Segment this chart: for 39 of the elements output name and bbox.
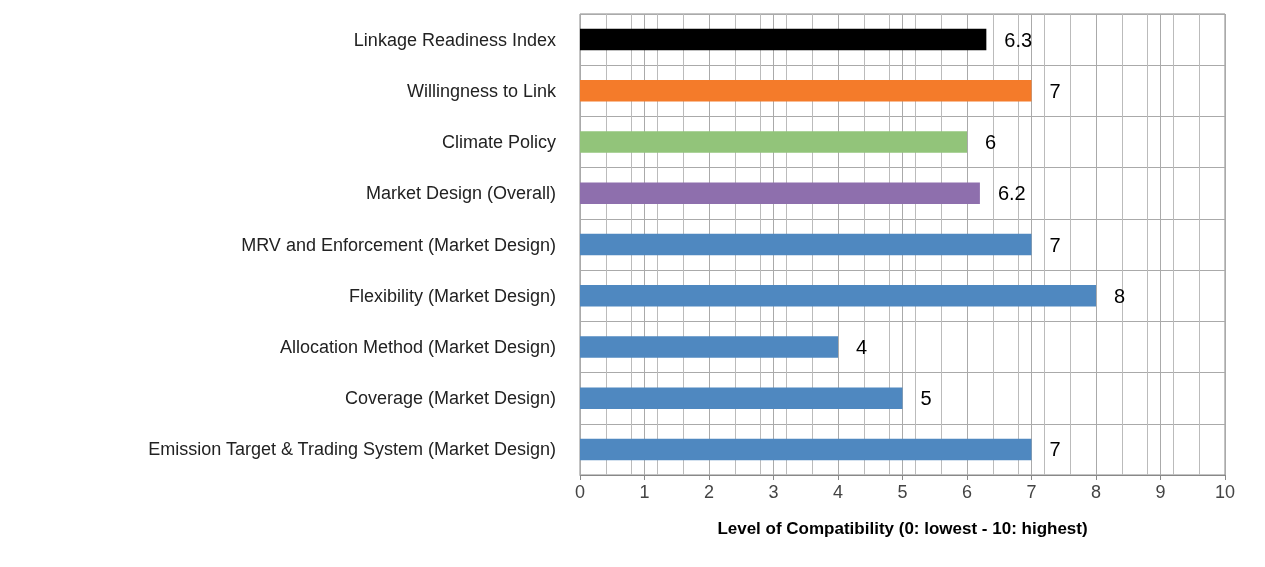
y-tick-label: Market Design (Overall) xyxy=(365,183,556,204)
y-tick-label: Linkage Readiness Index xyxy=(353,29,556,50)
y-tick-label: Emission Target & Trading System (Market Design) xyxy=(148,439,556,460)
y-tick-label: Willingness to Link xyxy=(406,80,557,101)
x-tick-label: 9 xyxy=(1155,482,1166,502)
data-label: 8 xyxy=(1114,284,1126,307)
bar xyxy=(580,233,1032,256)
y-tick-label: Coverage (Market Design) xyxy=(344,388,556,409)
bar xyxy=(580,438,1032,461)
bar xyxy=(580,80,1032,102)
x-tick-label: 6 xyxy=(961,482,973,502)
bar xyxy=(580,284,1096,307)
data-label: 7 xyxy=(1049,438,1061,461)
x-tick-label: 3 xyxy=(768,482,779,502)
y-tick-label: Flexibility (Market Design) xyxy=(348,285,556,306)
x-tick-label: 4 xyxy=(832,482,844,502)
x-tick-label: 1 xyxy=(639,482,650,502)
bar xyxy=(580,387,903,409)
x-tick-label: 7 xyxy=(1026,482,1037,502)
data-label: 7 xyxy=(1049,233,1061,256)
data-label: 6 xyxy=(985,131,997,154)
data-label: 6.3 xyxy=(1004,28,1033,51)
y-tick-label: MRV and Enforcement (Market Design) xyxy=(241,234,556,255)
y-tick-label: Climate Policy xyxy=(441,132,556,153)
x-tick-label: 2 xyxy=(703,482,715,502)
data-label: 4 xyxy=(856,335,868,358)
bar xyxy=(580,28,987,51)
x-tick-label: 10 xyxy=(1214,482,1236,502)
x-tick-label: 8 xyxy=(1090,482,1102,502)
bar xyxy=(580,131,967,153)
bar xyxy=(580,336,838,358)
data-label: 6.2 xyxy=(997,182,1026,205)
data-label: 7 xyxy=(1049,79,1061,102)
y-tick-label: Allocation Method (Market Design) xyxy=(279,336,556,357)
x-axis-title: Level of Compatibility (0: lowest - 10: highest) xyxy=(717,519,1088,538)
data-label: 5 xyxy=(920,387,932,410)
x-tick-label: 0 xyxy=(574,482,586,502)
bar xyxy=(580,182,980,205)
x-tick-label: 5 xyxy=(897,482,908,502)
